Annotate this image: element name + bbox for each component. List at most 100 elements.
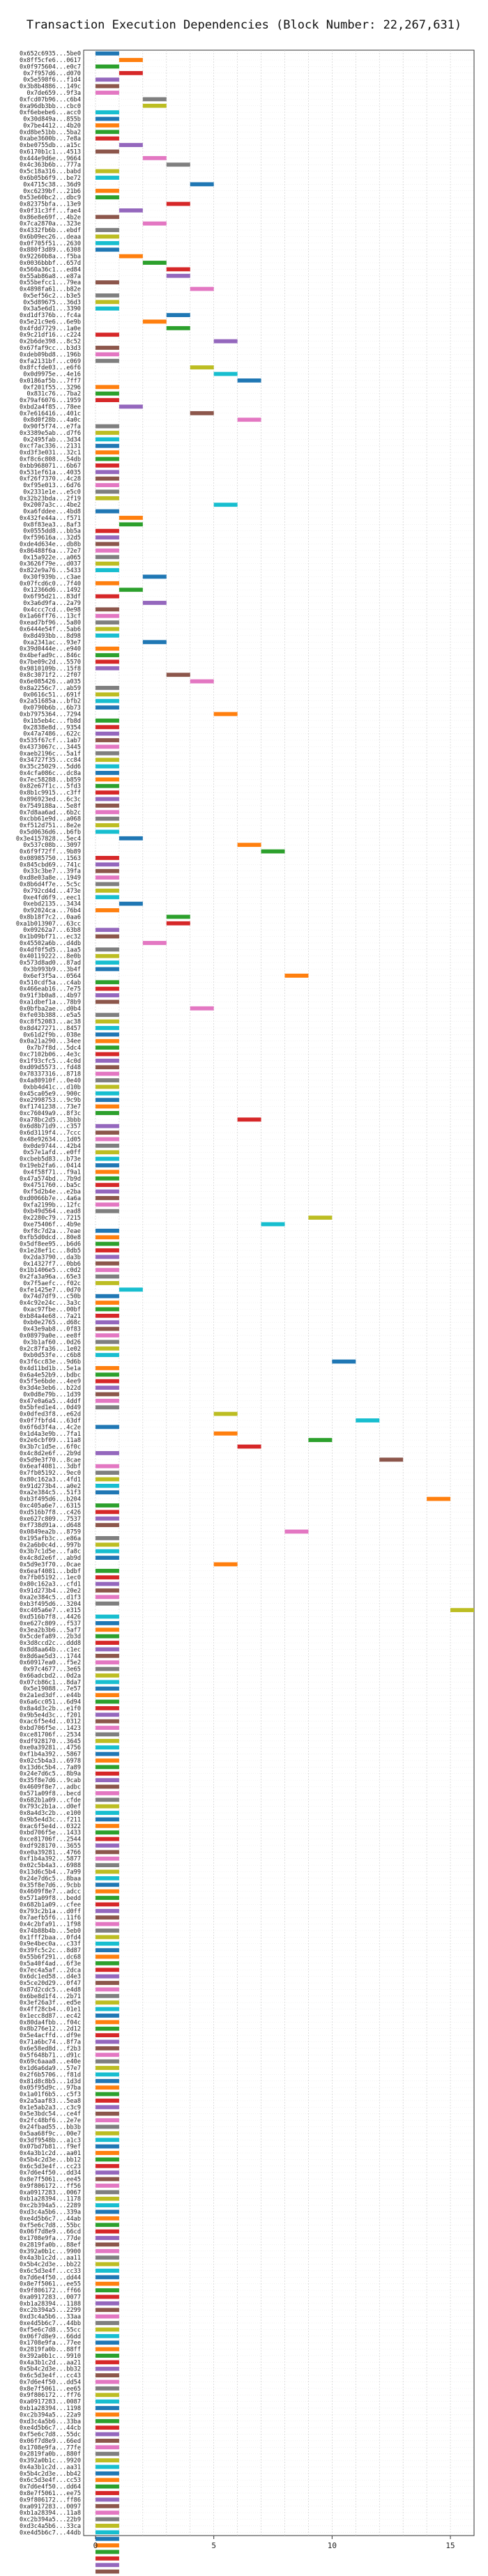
gantt-bar — [95, 771, 119, 775]
gantt-bar — [95, 240, 119, 245]
row-label: 0x4fdd7729...1a0e — [20, 325, 81, 332]
gantt-bar — [95, 123, 119, 128]
row-label: 0x86e8e69f...4b2e — [20, 214, 81, 221]
row-label: 0xc405a6e7...6315 — [20, 1503, 81, 1510]
row-label: 0x7ca2870a...323e — [20, 221, 81, 228]
row-label: 0x07cb86c1...8da7 — [20, 1679, 81, 1686]
gantt-bar — [95, 1686, 119, 1691]
gantt-bar — [95, 738, 119, 742]
row-label: 0x7be4412...4b20 — [23, 123, 81, 130]
gantt-bar — [95, 1255, 119, 1259]
row-label: 0x5bfed1e4...0d49 — [20, 1404, 81, 1411]
row-label: 0x3b993b9...3b4f — [23, 966, 81, 973]
row-label: 0x47a574bd...7b9d — [20, 1176, 81, 1183]
row-label: 0x5e598f6...f1d4 — [23, 77, 81, 84]
row-label: 0x392a0b1c...9910 — [20, 2353, 81, 2360]
row-label: 0xe4fd6f9...eec1 — [23, 894, 81, 901]
row-label: 0x432fe44a...f571 — [20, 515, 81, 522]
row-label: 0x3a5e6d1...3390 — [23, 306, 81, 313]
gantt-bar — [95, 751, 119, 756]
row-label: 0xc7102b06...4e3c — [20, 1051, 81, 1058]
gantt-bar — [95, 2269, 119, 2273]
gantt-bar — [95, 2138, 119, 2142]
row-label: 0xcbeb5d83...b73e — [20, 1156, 81, 1163]
row-label: 0x87d2cdc5...e4d8 — [20, 1986, 81, 1993]
row-label: 0x6a4e52b9...bdbc — [20, 1372, 81, 1379]
row-label: 0xa0917283...0097 — [20, 2504, 81, 2510]
row-label: 0xe4d5b6c7...44ab — [20, 2216, 81, 2223]
row-label: 0x4751760...ba5c — [23, 1182, 81, 1189]
gantt-bar — [95, 1575, 119, 1580]
row-label: 0xac97fbe...00bf — [23, 1306, 81, 1313]
row-label: 0x5ce20d29...0f47 — [20, 1980, 81, 1987]
gantt-bar — [95, 2478, 119, 2483]
row-label: 0xc2b394a5...22b9 — [20, 2517, 81, 2524]
row-label: 0x5b4c2d3e...bb22 — [20, 2262, 81, 2269]
row-label: 0x14327f7...0bb6 — [23, 1261, 81, 1268]
gantt-bar — [95, 1490, 119, 1495]
gantt-bar — [95, 1241, 119, 1246]
row-label: 0x4373067c...3445 — [20, 744, 81, 751]
gantt-bar — [95, 77, 119, 82]
row-label: 0x1b09bf71...ec32 — [20, 934, 81, 941]
row-label: 0x8a2256c7...ab59 — [20, 685, 81, 692]
gantt-bar — [95, 1425, 119, 1429]
row-label: 0x8e7f5061...ee65 — [20, 2386, 81, 2393]
gantt-bar — [95, 783, 119, 788]
row-label: 0x537c08b...3097 — [23, 842, 81, 849]
row-label: 0xfe03b388...e5a5 — [20, 1012, 81, 1019]
gantt-bar — [95, 2556, 119, 2561]
row-label: 0x3a6d9fa...2a79 — [23, 600, 81, 607]
gantt-bar — [95, 1830, 119, 1835]
gantt-bar — [95, 2000, 119, 2005]
gantt-bar — [95, 1817, 119, 1822]
row-label: 0xb1a28394...1188 — [20, 2301, 81, 2308]
row-label: 0xdeb09bd8...196b — [20, 351, 81, 358]
gantt-bar — [95, 2248, 119, 2253]
row-label: 0x9f806172...ff56 — [20, 2183, 81, 2190]
row-label: 0x9f806172...ff86 — [20, 2497, 81, 2504]
row-label: 0x2280c79...7215 — [23, 1215, 81, 1222]
gantt-bar — [95, 1535, 119, 1540]
gantt-bar — [95, 1581, 119, 1586]
row-label: 0x67faf9cc...b3d3 — [20, 345, 81, 352]
gantt-bar — [166, 914, 190, 919]
gantt-bar — [95, 1026, 119, 1030]
gantt-bar — [95, 358, 119, 363]
gantt-bar — [95, 149, 119, 154]
gantt-bar — [95, 659, 119, 664]
gantt-bar — [95, 1372, 119, 1377]
row-label: 0xd3c4a5b6...33ca — [20, 2523, 81, 2530]
row-label: 0xd516b7f8...4426 — [20, 1614, 81, 1621]
gantt-bar — [95, 1908, 119, 1913]
row-label: 0xead7bf96...5a80 — [20, 620, 81, 627]
row-label: 0x8d6ae5d3...1744 — [20, 1653, 81, 1660]
row-label: 0x4c8d2e6f...ab9d — [20, 1555, 81, 1562]
row-label: 0x0f705f51...2630 — [20, 240, 81, 247]
row-label: 0x0f975604...e0c7 — [20, 63, 81, 70]
row-label: 0x39fc5c2c...8d87 — [20, 1947, 81, 1954]
gantt-bar — [95, 1935, 119, 1940]
gantt-bar — [95, 2046, 119, 2050]
row-label: 0x80c162a3...cfd1 — [20, 1581, 81, 1588]
gantt-bar — [166, 201, 190, 206]
row-label: 0x6444e54f...5ab6 — [20, 627, 81, 634]
row-label: 0xc405a6e7...e315 — [20, 1607, 81, 1614]
gantt-bar — [95, 1876, 119, 1880]
row-label: 0x6f9f72ff...9b89 — [20, 849, 81, 856]
gantt-bar — [95, 764, 119, 769]
row-label: 0x0555dd8...bb5a — [23, 528, 81, 535]
gantt-bar — [95, 1170, 119, 1174]
gantt-bar — [95, 293, 119, 298]
gantt-bar — [95, 1549, 119, 1554]
gantt-bar — [95, 2072, 119, 2077]
gantt-bar — [95, 1209, 119, 1213]
row-label: 0x4cfa086c...dc8a — [20, 770, 81, 777]
gantt-bar — [95, 1510, 119, 1515]
row-label: 0x1b1406e5...c0d2 — [20, 1267, 81, 1274]
row-label: 0x0d9975e...4e16 — [23, 371, 81, 378]
row-label: 0x6f6d3f4a...4c2e — [20, 1424, 81, 1431]
row-label: 0x8d0f28b...4a0c — [23, 417, 81, 424]
row-label: 0x3d4e3eb6...b22d — [20, 1385, 81, 1392]
row-label: 0x2c87fa36...1e02 — [20, 1346, 81, 1353]
